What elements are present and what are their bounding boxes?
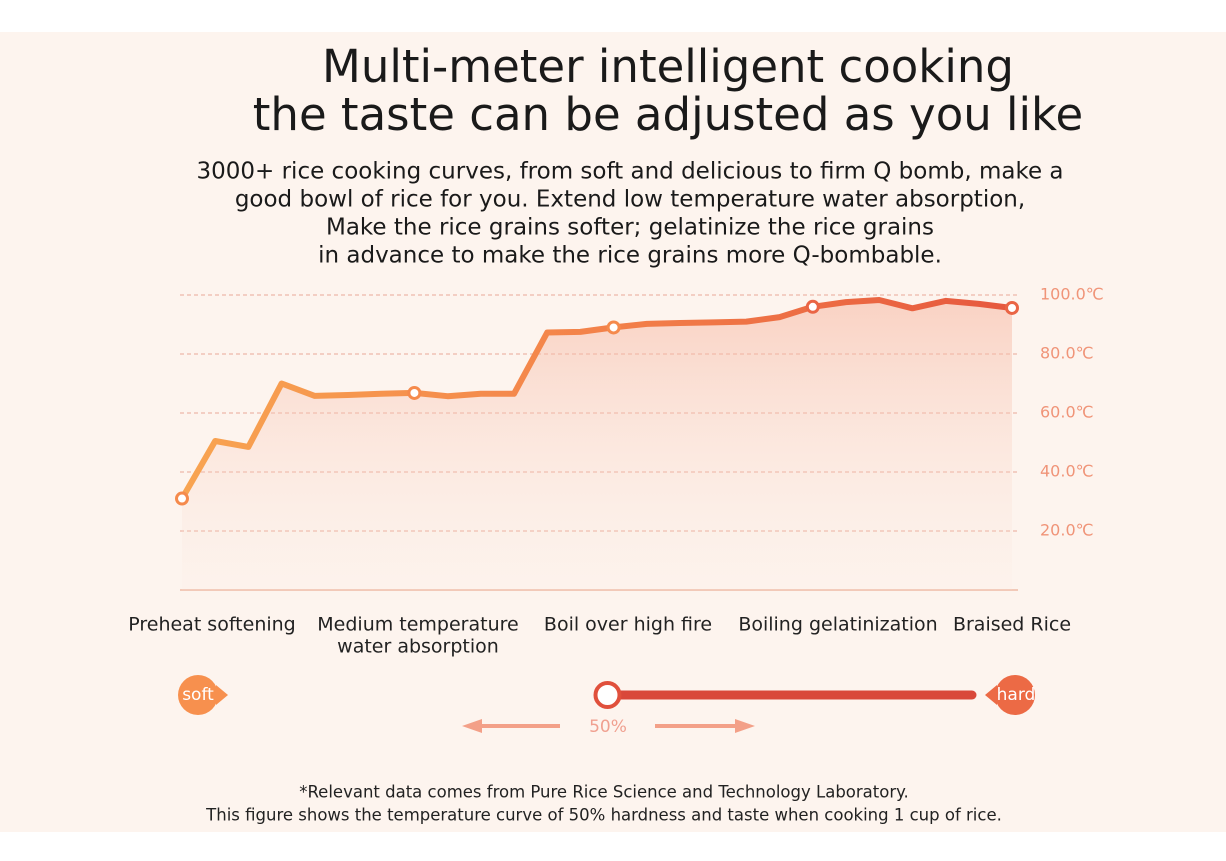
soft-badge-tip <box>216 685 228 705</box>
stage-label: Braised Rice <box>953 614 1071 636</box>
subtitle: good bowl of rice for you. Extend low te… <box>235 187 1025 213</box>
area <box>182 300 1012 590</box>
title: Multi-meter intelligent cooking <box>322 40 1014 93</box>
point-marker <box>175 491 189 506</box>
subtitle: Make the rice grains softer; gelatinize … <box>326 215 934 241</box>
slider-value: 50% <box>589 717 627 737</box>
hard-badge <box>995 675 1035 715</box>
arrow-right <box>655 719 755 733</box>
arrow-left <box>462 719 560 733</box>
y-tick-label: 60.0℃ <box>1040 403 1094 422</box>
y-tick-label: 20.0℃ <box>1040 521 1094 540</box>
subtitle: in advance to make the rice grains more … <box>318 243 942 269</box>
footnote: This figure shows the temperature curve … <box>205 806 1002 825</box>
soft-label: soft <box>182 685 214 705</box>
subtitle: 3000+ rice cooking curves, from soft and… <box>196 159 1063 185</box>
point-marker <box>1005 300 1019 315</box>
footnote: *Relevant data comes from Pure Rice Scie… <box>299 783 909 802</box>
point-marker <box>407 385 422 400</box>
stage-label: Medium temperature <box>317 614 518 636</box>
y-tick-label: 40.0℃ <box>1040 462 1094 481</box>
point-marker <box>805 299 820 314</box>
stage-label: Preheat softening <box>128 614 296 636</box>
hard-label: hard <box>997 685 1036 705</box>
y-tick-label: 80.0℃ <box>1040 344 1094 363</box>
title: the taste can be adjusted as you like <box>253 88 1083 141</box>
slider-knob <box>593 681 622 709</box>
soft-badge <box>178 675 218 715</box>
y-tick-label: 100.0℃ <box>1040 285 1104 304</box>
hard-badge-tip <box>985 685 997 705</box>
stage-label: water absorption <box>337 636 499 658</box>
point-marker <box>606 320 621 335</box>
stage-label: Boiling gelatinization <box>738 614 937 636</box>
temperature-line <box>179 297 1015 502</box>
stage-label: Boil over high fire <box>544 614 712 636</box>
